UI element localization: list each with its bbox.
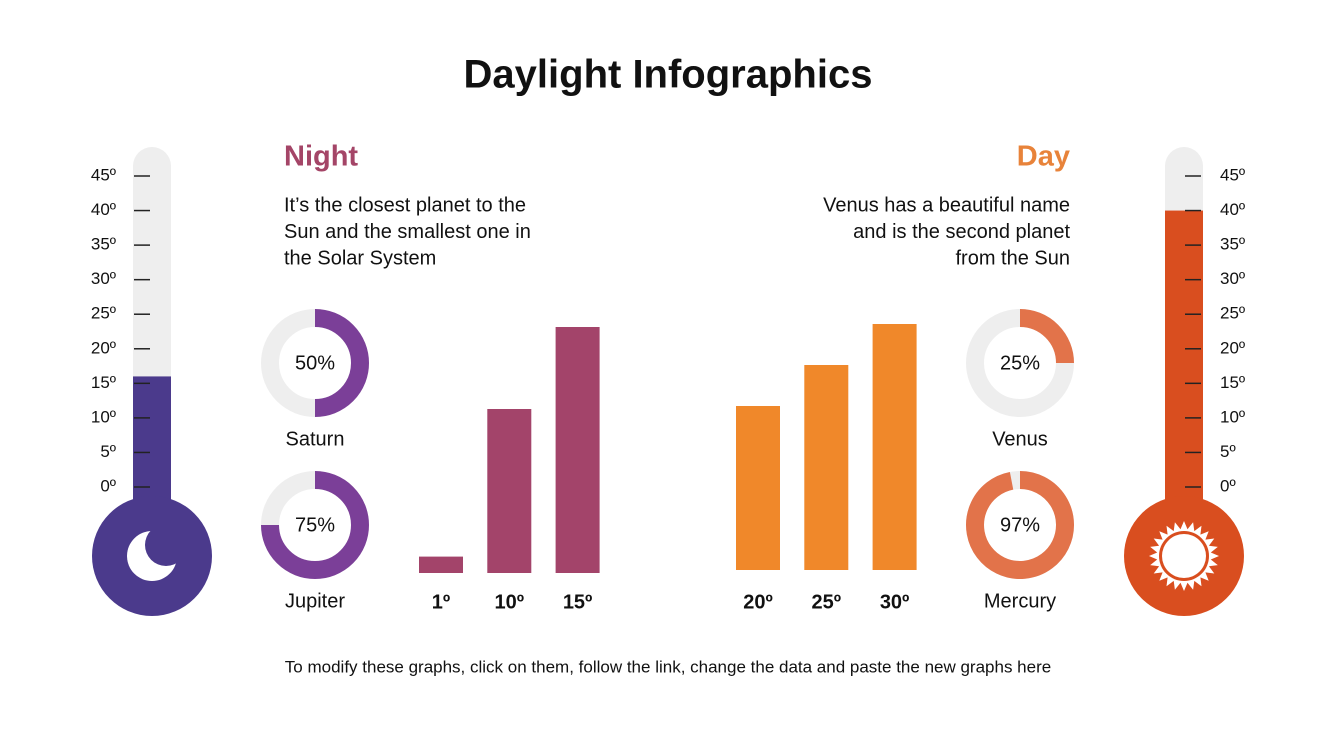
tick-label: 15º: [91, 373, 116, 392]
bar: [419, 556, 463, 573]
description-line: and is the second planet: [853, 221, 1070, 243]
description-line: from the Sun: [955, 247, 1070, 269]
bar-label: 25º: [812, 591, 842, 613]
bar-label: 15º: [563, 591, 593, 613]
donut-arc: [314, 309, 369, 417]
bar: [555, 327, 600, 573]
donut-value-label: 75%: [295, 514, 335, 536]
description-line: the Solar System: [284, 247, 436, 269]
donut-arc: [966, 471, 1075, 579]
description-line: Sun and the smallest one in: [284, 221, 531, 243]
tick-label: 15º: [1220, 373, 1245, 392]
description-line: Venus has a beautiful name: [823, 194, 1070, 216]
heading: Night: [284, 141, 358, 173]
tick-label: 10º: [91, 407, 116, 426]
sun-icon: [1130, 500, 1238, 612]
tick-label: 35º: [91, 235, 116, 254]
tick-label: 45º: [1220, 165, 1245, 184]
moon-icon: [100, 500, 204, 612]
bar-label: 1º: [432, 591, 450, 613]
donut-name: Venus: [992, 428, 1048, 450]
tick-label: 0º: [1220, 476, 1236, 495]
donut-arc: [1019, 309, 1074, 364]
bar-label: 20º: [743, 591, 773, 613]
tick-label: 45º: [91, 165, 116, 184]
donut-name: Saturn: [286, 428, 345, 450]
tick-label: 40º: [1220, 200, 1245, 219]
tick-label: 25º: [1220, 304, 1245, 323]
donut-name: Jupiter: [285, 590, 345, 612]
tick-label: 20º: [1220, 338, 1245, 357]
heading: Day: [1017, 141, 1070, 173]
tick-label: 40º: [91, 200, 116, 219]
tick-label: 35º: [1220, 235, 1245, 254]
bar: [804, 365, 849, 570]
bar-label: 30º: [880, 591, 910, 613]
tick-label: 5º: [100, 442, 116, 461]
bar: [487, 409, 532, 573]
tick-label: 20º: [91, 338, 116, 357]
tick-label: 25º: [91, 304, 116, 323]
tick-label: 30º: [1220, 269, 1245, 288]
tick-label: 30º: [91, 269, 116, 288]
panels: Night It’s the closest planet to the Sun a…: [91, 141, 1245, 616]
description-line: It’s the closest planet to the: [284, 194, 526, 216]
tick-label: 5º: [1220, 442, 1236, 461]
donut-value-label: 97%: [1000, 514, 1040, 536]
donut-value-label: 50%: [295, 352, 335, 374]
tick-label: 0º: [100, 476, 116, 495]
footer: To modify these graphs, click on them, f…: [285, 657, 1051, 676]
bar: [736, 406, 780, 570]
donut-arc: [261, 471, 369, 579]
bar: [872, 324, 917, 570]
donut-value-label: 25%: [1000, 352, 1040, 374]
donut-name: Mercury: [984, 590, 1056, 612]
title: Daylight Infographics: [464, 53, 873, 97]
bar-label: 10º: [495, 591, 525, 613]
tick-label: 10º: [1220, 407, 1245, 426]
